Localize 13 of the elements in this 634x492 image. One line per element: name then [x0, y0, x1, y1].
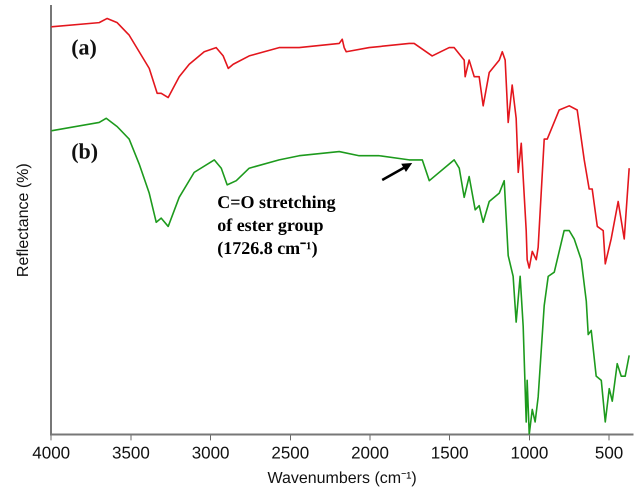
- series-label: (a): [71, 34, 97, 60]
- x-tick-label: 4000: [32, 443, 70, 462]
- x-axis-title: Wavenumbers (cm⁻¹): [267, 470, 417, 487]
- x-tick-label: 3000: [192, 443, 230, 462]
- x-tick-label: 3500: [112, 443, 150, 462]
- annotation: C=O stretching of ester group (1726.8 cm⁻¹): [217, 192, 336, 258]
- y-axis-title: Reflectance (%): [15, 163, 32, 278]
- x-tick-label: 500: [594, 443, 624, 462]
- x-tick-label: 1500: [430, 443, 469, 462]
- x-tick-label: 2000: [351, 443, 389, 462]
- series-label: (b): [71, 138, 98, 164]
- x-tick-label: 1000: [510, 443, 548, 462]
- x-tick-label: 2500: [271, 443, 310, 462]
